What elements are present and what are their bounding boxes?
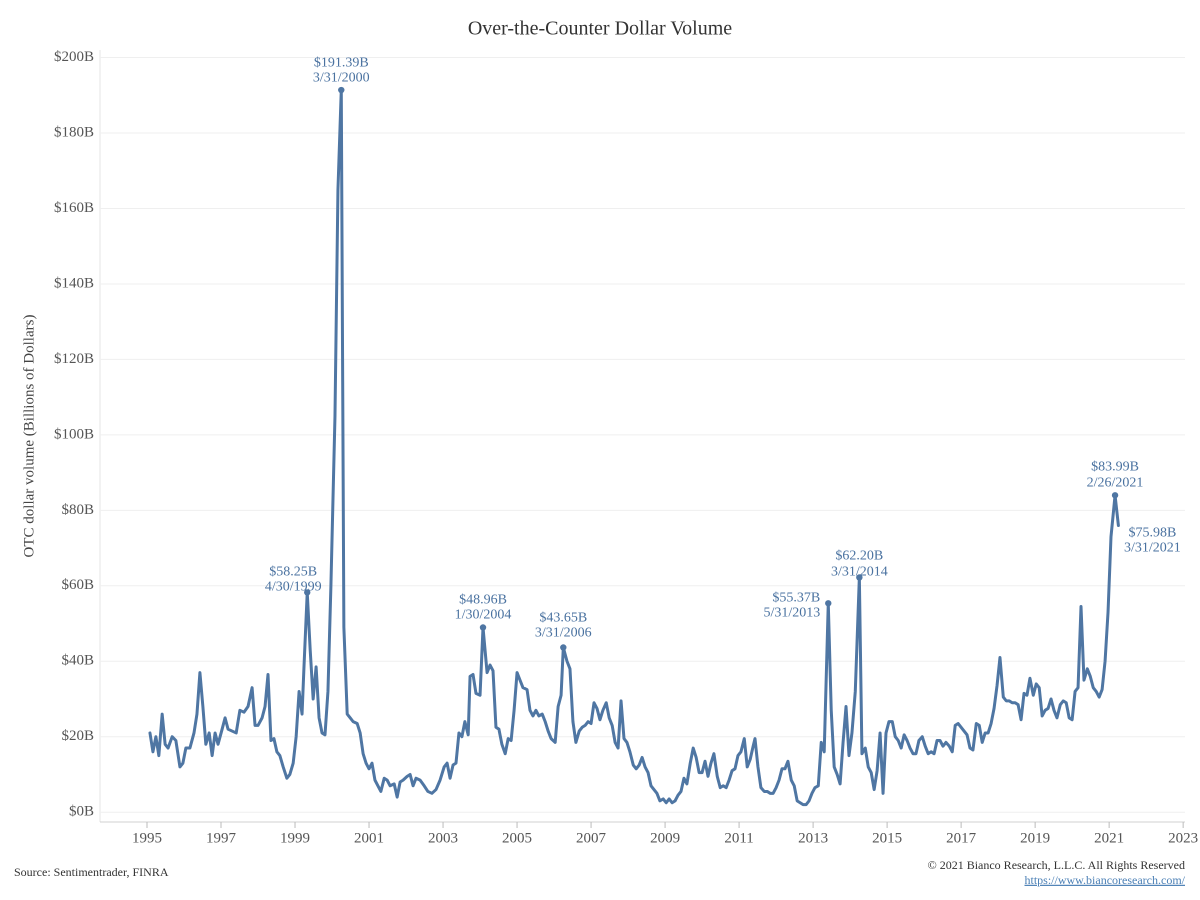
annotation-dot: [1111, 492, 1119, 499]
annotation-value: $62.20B: [835, 549, 883, 564]
y-tick-label: $80B: [61, 502, 94, 518]
x-tick-label: 2023: [1168, 830, 1198, 846]
annotation-date: 3/31/2014: [831, 565, 888, 580]
series-line: [148, 88, 1120, 807]
x-tick-label: 2017: [946, 830, 977, 846]
y-tick-label: $160B: [54, 200, 94, 216]
x-tick-label: 2001: [354, 830, 384, 846]
x-tick-label: 1999: [280, 830, 310, 846]
annotation-value: $48.96B: [459, 593, 507, 608]
copyright: © 2021 Bianco Research, L.L.C. All Right…: [928, 858, 1185, 872]
annotation-value: $83.99B: [1091, 459, 1139, 474]
y-tick-label: $100B: [54, 426, 94, 442]
y-axis-title: OTC dollar volume (Billions of Dollars): [21, 315, 37, 558]
x-tick-label: 2007: [576, 830, 607, 846]
source-note: Source: Sentimentrader, FINRA: [14, 865, 169, 879]
x-tick-label: 2021: [1094, 830, 1124, 846]
y-tick-label: $40B: [61, 653, 94, 669]
y-tick-label: $140B: [54, 275, 94, 291]
annotation-dot: [479, 624, 487, 631]
annotation-dot: [338, 86, 345, 94]
x-tick-label: 2011: [724, 830, 753, 846]
y-tick-label: $180B: [54, 124, 94, 140]
annotation-date: 2/26/2021: [1087, 475, 1144, 490]
annotation-date: 3/31/2021: [1124, 541, 1181, 556]
x-tick-label: 2019: [1020, 830, 1050, 846]
annotation-value: $75.98B: [1128, 526, 1176, 541]
annotation-date: 3/31/2006: [535, 626, 592, 641]
x-tick-label: 1997: [206, 830, 237, 846]
website-link[interactable]: https://www.biancoresearch.com/: [1024, 873, 1185, 887]
annotation-value: $58.25B: [269, 565, 317, 580]
annotation-dot: [856, 574, 863, 581]
x-tick-label: 1995: [132, 830, 162, 846]
x-tick-label: 2009: [650, 830, 680, 846]
y-tick-label: $120B: [54, 351, 94, 367]
annotation-value: $191.39B: [314, 55, 369, 70]
annotation-dot: [825, 600, 832, 607]
y-tick-label: $20B: [61, 728, 94, 744]
x-tick-label: 2015: [872, 830, 902, 846]
annotation-value: $43.65B: [539, 611, 587, 626]
annotation-date: 1/30/2004: [455, 608, 512, 623]
annotation-dot: [560, 644, 567, 651]
x-tick-label: 2003: [428, 830, 458, 846]
y-tick-label: $0B: [69, 804, 94, 820]
x-tick-label: 2013: [798, 830, 828, 846]
y-tick-label: $60B: [61, 577, 94, 593]
y-tick-label: $200B: [54, 49, 94, 65]
chart-title: Over-the-Counter Dollar Volume: [468, 18, 732, 40]
x-tick-label: 2005: [502, 830, 532, 846]
annotation-date: 4/30/1999: [265, 580, 322, 595]
annotation-value: $55.37B: [772, 590, 820, 605]
annotation-dot: [304, 589, 311, 596]
annotation-date: 5/31/2013: [763, 605, 820, 620]
annotation-date: 3/31/2000: [313, 70, 370, 85]
